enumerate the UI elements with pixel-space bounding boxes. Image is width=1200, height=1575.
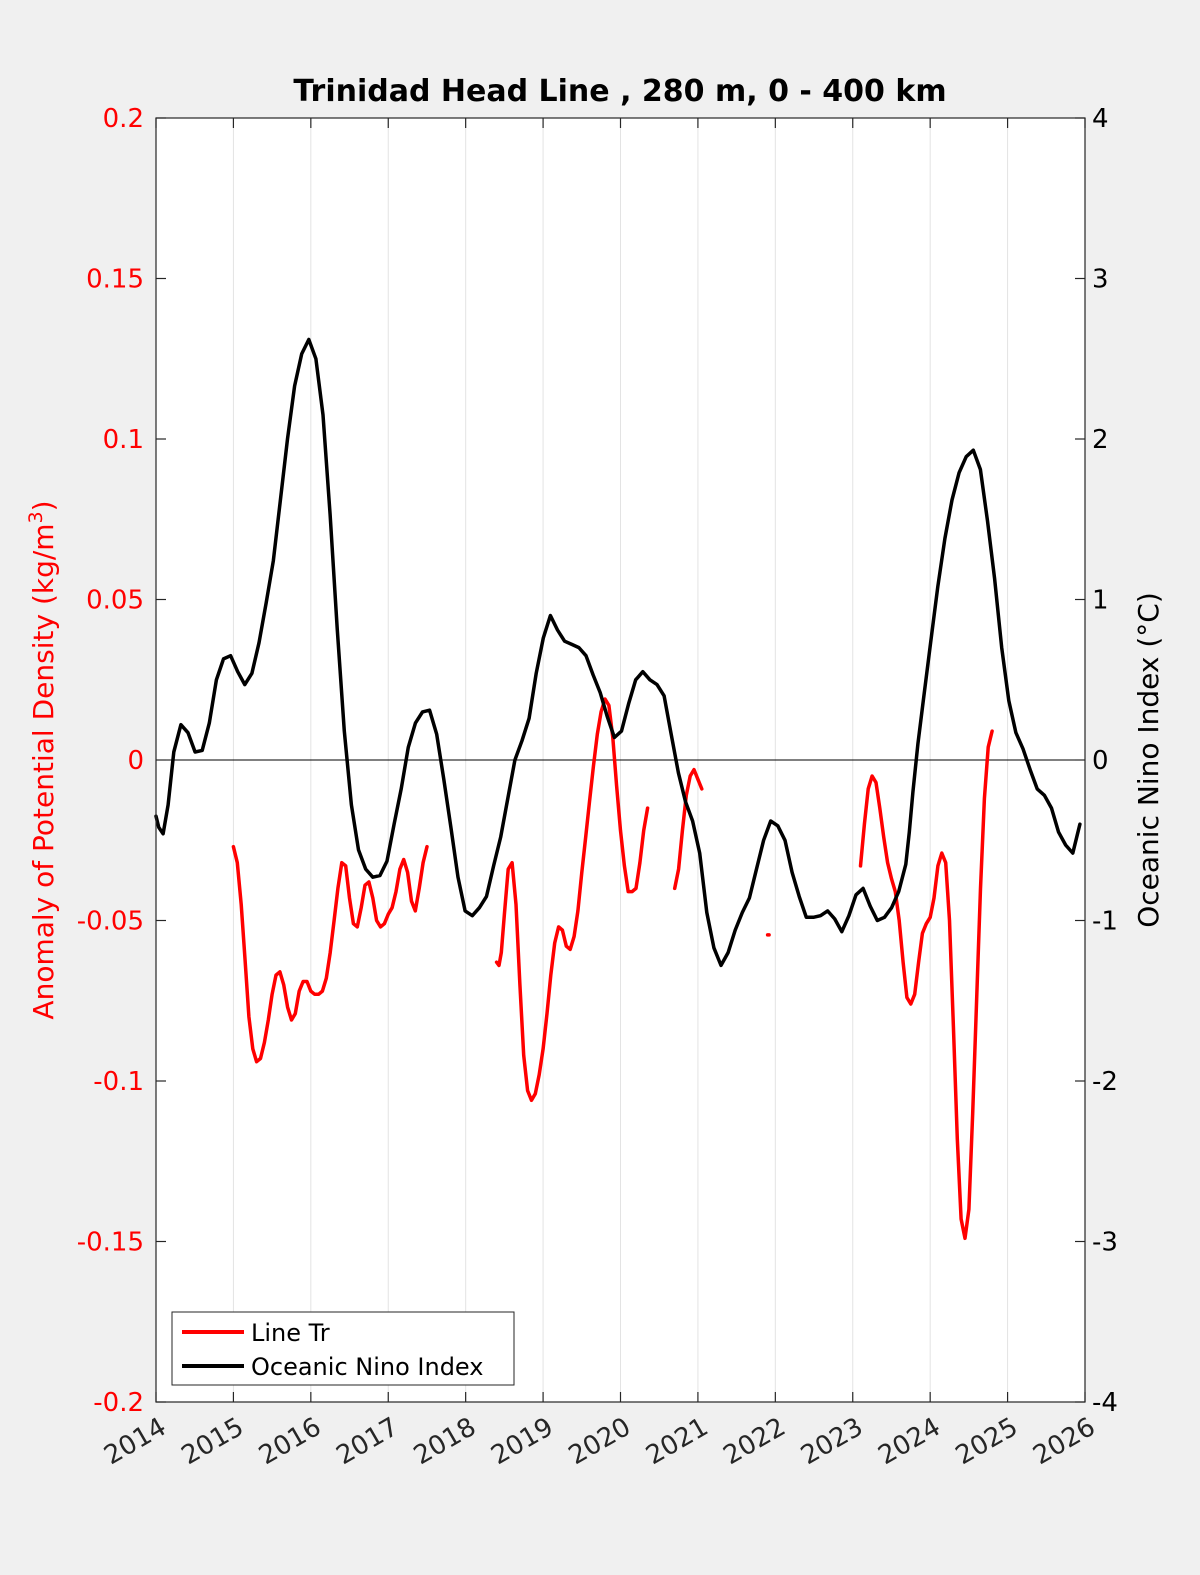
y-left-tick-label: 0 (127, 746, 144, 776)
y-right-tick-label: 2 (1092, 425, 1109, 455)
y-left-tick-label: -0.05 (77, 907, 144, 937)
y-right-tick-label: 1 (1092, 586, 1109, 616)
left-axis-label: Anomaly of Potential Density (kg/m3) (25, 500, 60, 1019)
series-line-line-tr (672, 767, 704, 891)
series-line-line-tr (858, 729, 994, 1241)
legend-line-tr-label: Line Tr (251, 1319, 330, 1347)
y-left-tick-label: -0.15 (77, 1228, 144, 1258)
y-left-tick-label: -0.1 (93, 1067, 144, 1097)
y-left-tick-label: 0.1 (103, 425, 144, 455)
right-axis-label: Oceanic Nino Index (°C) (1132, 592, 1165, 928)
y-right-tick-label: 0 (1092, 746, 1109, 776)
left-axis: -0.2 -0.15 -0.1 -0.05 0 0.05 0.1 0.15 0.2 (77, 104, 166, 1418)
series-line-line-tr (494, 697, 650, 1103)
legend-box (171, 1311, 515, 1386)
series-line-line-tr (231, 844, 429, 1064)
y-right-tick-label: -4 (1092, 1388, 1118, 1418)
left-axis-label-superscript: 3 (25, 511, 47, 523)
y-left-tick-label: 0.15 (86, 265, 144, 295)
y-right-tick-label: 3 (1092, 265, 1109, 295)
y-right-tick-label: 4 (1092, 104, 1109, 134)
left-axis-label-text: Anomaly of Potential Density (kg/m (27, 523, 60, 1019)
legend: Line Tr Oceanic Nino Index (171, 1311, 515, 1386)
right-axis: -4 -3 -2 -1 0 1 2 3 4 (1075, 104, 1118, 1418)
y-right-tick-label: -2 (1092, 1067, 1118, 1097)
y-left-tick-label: -0.2 (93, 1388, 144, 1418)
legend-oni-label: Oceanic Nino Index (251, 1353, 483, 1381)
y-left-tick-label: 0.05 (86, 586, 144, 616)
series-line-oceanic-nino-index (154, 337, 1082, 968)
series-layer (154, 337, 1082, 1241)
y-right-tick-label: -3 (1092, 1228, 1118, 1258)
y-right-tick-label: -1 (1092, 907, 1118, 937)
y-left-tick-label: 0.2 (103, 104, 144, 134)
chart-title: Trinidad Head Line , 280 m, 0 - 400 km (293, 74, 946, 109)
left-axis-label-suffix: ) (27, 500, 60, 511)
